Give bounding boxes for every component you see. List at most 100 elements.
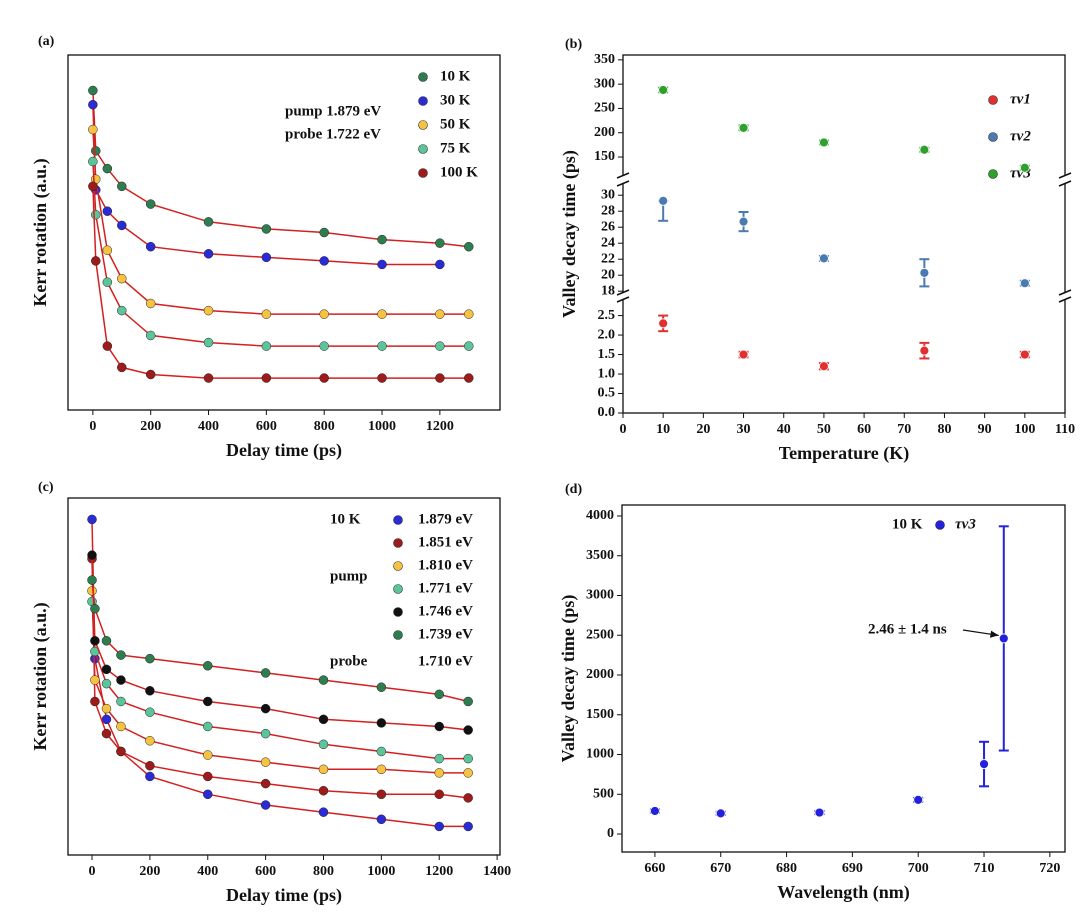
axis-break bbox=[616, 180, 630, 187]
plot-frame bbox=[621, 504, 1066, 853]
y-tick-label: 3000 bbox=[586, 588, 614, 603]
x-tick-label: 0 bbox=[89, 864, 96, 879]
data-point bbox=[101, 678, 112, 689]
y-tick-label: 0 bbox=[607, 826, 614, 841]
data-point bbox=[145, 736, 155, 746]
data-point bbox=[435, 341, 445, 351]
annotation: 2.46 ± 1.4 ns bbox=[868, 621, 947, 637]
data-point bbox=[88, 124, 98, 135]
annotation: probe 1.722 eV bbox=[285, 126, 381, 142]
legend-label: 1.771 eV bbox=[418, 580, 473, 596]
legend-label: 50 K bbox=[440, 116, 471, 132]
fit-line bbox=[92, 186, 469, 379]
data-point bbox=[260, 800, 271, 810]
y-tick-label: 28 bbox=[601, 203, 615, 218]
annotation: 10 K bbox=[330, 511, 361, 527]
fit-line bbox=[92, 90, 469, 248]
plot-frame bbox=[622, 54, 1066, 414]
x-axis-label: Delay time (ps) bbox=[226, 440, 342, 461]
data-point bbox=[87, 575, 97, 585]
x-tick-label: 690 bbox=[842, 861, 863, 876]
data-point bbox=[434, 789, 444, 800]
data-point bbox=[145, 686, 155, 696]
data-point bbox=[376, 814, 387, 825]
data-point bbox=[1019, 349, 1030, 360]
data-point bbox=[117, 273, 127, 284]
data-point bbox=[318, 764, 329, 775]
plot-frame bbox=[67, 497, 501, 856]
data-point bbox=[319, 309, 329, 319]
axis-break bbox=[619, 292, 627, 300]
data-point bbox=[90, 696, 100, 707]
data-point bbox=[913, 794, 924, 805]
data-point bbox=[464, 241, 474, 252]
y-axis-label: Valley decay time (ps) bbox=[559, 150, 580, 318]
x-tick-label: 0 bbox=[89, 419, 96, 434]
x-tick-label: 1400 bbox=[483, 864, 511, 879]
data-point bbox=[116, 696, 126, 707]
data-point bbox=[203, 771, 213, 782]
data-point bbox=[102, 206, 113, 216]
data-point bbox=[203, 661, 213, 671]
data-point bbox=[318, 714, 329, 725]
data-point bbox=[260, 757, 271, 767]
y-tick-label: 30 bbox=[601, 187, 615, 202]
data-point bbox=[650, 806, 660, 816]
y-tick-label: 300 bbox=[594, 76, 615, 91]
data-point bbox=[318, 675, 329, 685]
y-tick-label: 1.0 bbox=[598, 366, 616, 381]
x-axis-label: Delay time (ps) bbox=[226, 885, 342, 906]
x-tick-label: 660 bbox=[644, 861, 665, 876]
data-point bbox=[658, 85, 669, 95]
data-point bbox=[102, 245, 113, 255]
data-point bbox=[376, 764, 387, 775]
data-point bbox=[998, 633, 1009, 644]
data-point bbox=[658, 318, 669, 329]
data-point bbox=[101, 703, 112, 714]
x-tick-label: 200 bbox=[140, 419, 161, 434]
y-tick-label: 0.5 bbox=[598, 386, 616, 401]
data-point bbox=[145, 330, 156, 341]
data-point bbox=[464, 341, 474, 351]
legend-label: 1.879 eV bbox=[418, 511, 473, 527]
data-point bbox=[101, 664, 112, 675]
data-point bbox=[203, 305, 214, 316]
data-point bbox=[203, 721, 213, 732]
data-point bbox=[919, 345, 930, 356]
axis-break bbox=[1058, 289, 1072, 296]
data-point bbox=[101, 728, 112, 739]
data-point bbox=[90, 675, 100, 685]
data-point bbox=[88, 156, 98, 167]
annotation: pump 1.879 eV bbox=[285, 103, 381, 119]
axis-break bbox=[616, 172, 630, 179]
legend-marker bbox=[393, 584, 403, 594]
y-tick-label: 500 bbox=[593, 786, 614, 801]
data-point bbox=[91, 146, 101, 156]
legend-marker bbox=[935, 520, 945, 530]
data-point bbox=[203, 217, 214, 227]
data-point bbox=[715, 808, 726, 819]
x-tick-label: 1000 bbox=[368, 419, 396, 434]
y-tick-label: 3500 bbox=[586, 548, 614, 563]
x-tick-label: 800 bbox=[313, 864, 334, 879]
data-point bbox=[90, 636, 100, 646]
x-tick-label: 800 bbox=[314, 419, 335, 434]
y-axis-label: Valley decay time (ps) bbox=[558, 595, 579, 763]
data-point bbox=[463, 753, 473, 764]
y-tick-label: 200 bbox=[594, 125, 615, 140]
data-point bbox=[434, 821, 444, 832]
data-point bbox=[87, 514, 97, 525]
data-point bbox=[738, 216, 749, 227]
annotation: 10 K bbox=[892, 516, 923, 532]
axis-break bbox=[1061, 175, 1069, 184]
x-tick-label: 0 bbox=[620, 422, 627, 437]
legend-marker bbox=[988, 132, 998, 142]
data-point bbox=[464, 373, 474, 383]
panel-label: (a) bbox=[38, 34, 55, 49]
data-point bbox=[91, 210, 101, 220]
legend-marker bbox=[418, 72, 428, 82]
legend-marker bbox=[418, 120, 428, 130]
data-point bbox=[1019, 278, 1030, 289]
data-point bbox=[377, 234, 387, 245]
y-tick-label: 2000 bbox=[586, 667, 614, 682]
